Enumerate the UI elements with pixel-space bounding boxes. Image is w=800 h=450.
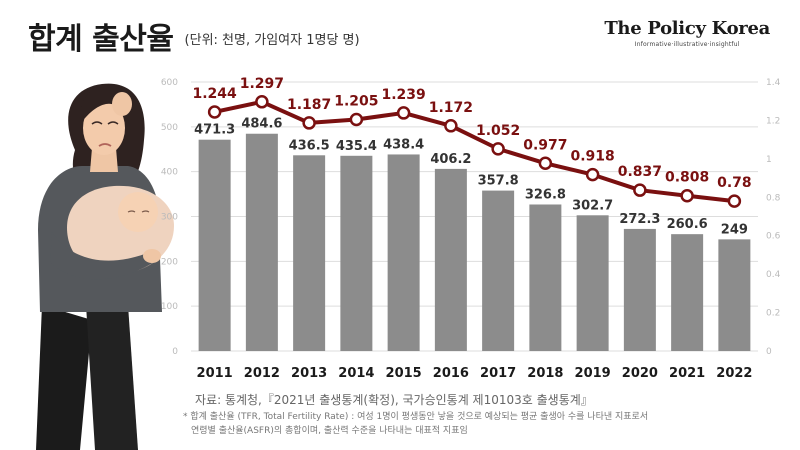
- fertility-point: [207, 105, 222, 119]
- bar-value-label: 484.6: [241, 117, 282, 132]
- title-area: 합계 출산율 (단위: 천명, 가임여자 1명당 명): [28, 14, 360, 58]
- bar: [198, 139, 231, 351]
- y-left-tick-label: 300: [161, 213, 178, 223]
- bar: [482, 190, 515, 351]
- y-right-tick-label: 0.2: [766, 309, 780, 319]
- brand-tagline: Informative·illustrative·insightful: [634, 41, 740, 48]
- fertility-value-label: 0.837: [618, 164, 662, 180]
- x-tick-label: 2022: [716, 366, 752, 381]
- fertility-point: [585, 167, 600, 182]
- footnote-line-2: 연령별 출산율(ASFR)의 총합이며, 출산력 수준을 나타내는 대표적 지표…: [191, 426, 468, 436]
- bar-value-label: 435.4: [336, 139, 377, 154]
- bar: [293, 155, 326, 351]
- fertility-value-label: 0.78: [717, 175, 752, 191]
- fertility-point: [349, 112, 364, 127]
- bar-value-label: 471.3: [194, 123, 235, 138]
- fertility-value-label: 1.297: [240, 76, 284, 92]
- unit-label: (단위: 천명, 가임여자 1명당 명): [184, 33, 360, 48]
- bar-value-label: 326.8: [525, 187, 566, 202]
- y-right-tick-label: 0: [766, 347, 772, 357]
- bar: [576, 215, 609, 351]
- bar: [529, 204, 562, 351]
- footnote-line-1: * 합계 출산율 (TFR, Total Fertility Rate) : 여…: [183, 412, 649, 422]
- x-tick-label: 2013: [291, 366, 327, 381]
- bar: [623, 228, 656, 351]
- x-tick-label: 2015: [386, 366, 422, 381]
- x-tick-label: 2020: [622, 366, 658, 381]
- bar-value-label: 436.5: [289, 138, 330, 153]
- fertility-point: [491, 142, 505, 156]
- fertility-value-label: 1.239: [381, 87, 425, 103]
- fertility-value-label: 0.918: [570, 149, 614, 165]
- fertility-point: [302, 116, 316, 130]
- fertility-line: [214, 99, 735, 204]
- y-right-tick-label: 0.4: [766, 270, 781, 280]
- bar: [718, 239, 751, 351]
- fertility-point: [680, 188, 694, 203]
- fertility-point: [727, 194, 742, 208]
- fertility-value-label: 1.172: [429, 100, 473, 116]
- y-left-tick-label: 0: [172, 347, 178, 357]
- y-left-tick-label: 600: [161, 78, 178, 88]
- bar-value-label: 272.3: [619, 212, 660, 227]
- bar-value-label: 249: [721, 222, 748, 237]
- bar: [387, 154, 420, 351]
- bar-value-label: 357.8: [478, 174, 519, 189]
- bar: [245, 133, 278, 351]
- fertility-value-label: 1.187: [287, 97, 331, 113]
- y-right-tick-label: 1.4: [766, 78, 781, 88]
- x-tick-label: 2019: [575, 366, 611, 381]
- y-right-tick-label: 0.6: [766, 232, 781, 242]
- x-tick-label: 2017: [480, 366, 516, 381]
- fertility-point: [538, 156, 553, 171]
- fertility-value-label: 1.052: [476, 123, 520, 139]
- bar-value-label: 302.7: [572, 198, 613, 213]
- fertility-value-label: 1.244: [192, 86, 237, 102]
- fertility-value-label: 0.808: [665, 170, 709, 186]
- mother-holding-baby-illustration: [36, 83, 174, 450]
- bar: [340, 155, 373, 351]
- x-tick-label: 2016: [433, 366, 469, 381]
- x-tick-label: 2021: [669, 366, 705, 381]
- fertility-value-label: 0.977: [523, 137, 567, 153]
- x-tick-label: 2014: [338, 366, 374, 381]
- fertility-value-label: 1.205: [334, 93, 378, 109]
- page-title: 합계 출산율: [28, 22, 174, 57]
- source-note: 자료: 통계청,『2021년 출생통계(확정), 국가승인통계 제10103호 …: [195, 393, 593, 407]
- footnote: * 합계 출산율 (TFR, Total Fertility Rate) : 여…: [183, 410, 773, 438]
- fertility-point: [255, 95, 269, 109]
- y-right-tick-label: 1.2: [766, 116, 780, 126]
- y-left-tick-label: 200: [161, 257, 178, 267]
- bar: [434, 168, 467, 351]
- x-tick-label: 2011: [197, 366, 233, 381]
- bar-value-label: 438.4: [383, 137, 424, 152]
- brand-logo: The Policy Korea Informative·illustrativ…: [604, 18, 770, 48]
- y-left-tick-label: 400: [161, 168, 178, 178]
- y-left-tick-label: 500: [161, 123, 178, 133]
- x-tick-label: 2018: [527, 366, 563, 381]
- brand-name: The Policy Korea: [604, 18, 770, 39]
- y-left-tick-label: 100: [161, 302, 178, 312]
- bar-value-label: 260.6: [667, 217, 708, 232]
- bar-value-label: 406.2: [430, 152, 471, 167]
- fertility-point: [396, 106, 411, 120]
- fertility-point: [633, 183, 647, 197]
- fertility-point: [444, 119, 458, 133]
- x-tick-label: 2012: [244, 366, 280, 381]
- bar: [671, 234, 704, 351]
- y-right-tick-label: 1: [766, 155, 772, 165]
- y-right-tick-label: 0.8: [766, 193, 781, 203]
